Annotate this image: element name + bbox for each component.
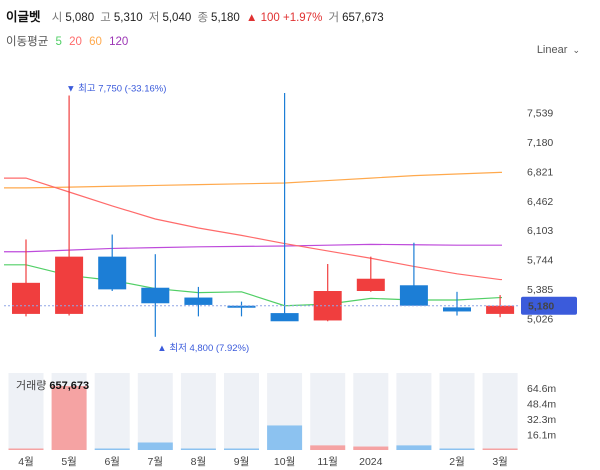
- stock-name: 이글벳: [6, 10, 41, 24]
- moving-average-legend: 이동평균 5 20 60 120: [6, 33, 132, 49]
- volume-bar[interactable]: [482, 448, 518, 451]
- x-tick-label: 2월: [449, 456, 465, 468]
- volume-bar[interactable]: [51, 385, 87, 450]
- volume-bar[interactable]: [439, 448, 475, 451]
- volume-bar[interactable]: [267, 425, 303, 450]
- volume-column-bg: [137, 373, 173, 450]
- high-label: 고: [100, 12, 111, 24]
- volume-tick-label: 16.1m: [527, 430, 556, 442]
- open-label: 시: [51, 12, 63, 24]
- ma120-line: [4, 243, 502, 253]
- candle-body[interactable]: [141, 287, 170, 304]
- ma5-legend[interactable]: 5: [55, 36, 62, 48]
- ma20-legend[interactable]: 20: [69, 36, 82, 48]
- ma-legend-label: 이동평균: [6, 36, 49, 48]
- candle-body[interactable]: [55, 256, 84, 314]
- volume-tick-label: 48.4m: [527, 398, 556, 410]
- scale-label: Linear: [536, 44, 568, 56]
- x-tick-label: 8월: [191, 456, 207, 468]
- x-tick-label: 11월: [317, 456, 338, 468]
- x-tick-label: 6월: [104, 456, 120, 468]
- y-tick-label: 5,744: [527, 255, 553, 267]
- last-price-label: 5,180: [528, 301, 554, 313]
- change-value: ▲ 100 +1.97%: [246, 12, 323, 24]
- ma20-line: [4, 177, 502, 281]
- volume-tick-label: 32.3m: [527, 414, 556, 426]
- volume-column-bg: [310, 373, 346, 450]
- volume-bar[interactable]: [353, 446, 389, 450]
- volume-column-bg: [396, 373, 432, 450]
- y-tick-label: 7,180: [527, 137, 553, 149]
- candle-body[interactable]: [399, 285, 428, 306]
- volume-panel-value: 657,673: [49, 380, 90, 392]
- low-label: 저: [148, 12, 160, 24]
- chevron-down-icon: ⌄: [572, 45, 580, 55]
- x-tick-label: 3월: [492, 456, 508, 468]
- candle-body[interactable]: [12, 282, 40, 314]
- ma60-legend[interactable]: 60: [89, 36, 102, 48]
- candle-body[interactable]: [270, 313, 299, 322]
- volume-panel-title: 거래량: [16, 380, 47, 392]
- x-tick-label: 4월: [18, 456, 34, 468]
- stock-header: 이글벳 시 5,080 고 5,310 저 5,040 종 5,180 ▲ 100 +1…: [6, 6, 387, 26]
- volume-column-bg: [439, 373, 475, 450]
- volume-bar[interactable]: [8, 448, 44, 451]
- volume-bar[interactable]: [180, 448, 216, 451]
- volume-label: 거: [328, 12, 340, 24]
- y-tick-label: 5,385: [527, 284, 553, 296]
- x-tick-label: 9월: [234, 456, 250, 468]
- volume-bar[interactable]: [396, 445, 432, 450]
- close-label: 종: [197, 12, 209, 24]
- open-value: 5,080: [65, 12, 95, 24]
- volume-bar[interactable]: [94, 448, 130, 451]
- y-tick-label: 5,026: [527, 313, 553, 325]
- min-price-note: ▲ 최저 4,800 (7.92%): [157, 343, 249, 354]
- volume-tick-label: 64.6m: [527, 383, 556, 395]
- volume-bar[interactable]: [224, 448, 259, 451]
- volume-column-bg: [94, 373, 130, 450]
- volume-column-bg: [353, 373, 389, 450]
- max-price-note: ▼ 최고 7,750 (-33.16%): [66, 83, 166, 94]
- candle-body[interactable]: [184, 297, 213, 305]
- volume-column-bg: [8, 373, 44, 450]
- close-value: 5,180: [211, 12, 240, 24]
- ma60-line: [4, 171, 502, 189]
- candle-body[interactable]: [227, 305, 256, 308]
- x-tick-label: 5월: [61, 456, 77, 468]
- candle-body[interactable]: [486, 305, 515, 314]
- x-tick-label: 10월: [274, 456, 295, 468]
- volume-column-bg: [180, 373, 216, 450]
- y-tick-label: 7,539: [527, 108, 553, 120]
- y-tick-label: 6,821: [527, 166, 553, 178]
- x-tick-label: 7월: [148, 456, 164, 468]
- volume-bar[interactable]: [137, 442, 173, 450]
- high-value: 5,310: [113, 12, 143, 24]
- volume-value: 657,673: [342, 12, 384, 24]
- y-tick-label: 6,103: [527, 225, 553, 237]
- low-value: 5,040: [162, 12, 192, 24]
- y-tick-label: 6,462: [527, 196, 553, 208]
- scale-toggle-button[interactable]: Linear ⌄: [537, 44, 580, 56]
- candle-body[interactable]: [98, 256, 127, 290]
- volume-panel-label: 거래량 657,673: [16, 377, 89, 393]
- x-tick-label: 2024: [359, 456, 383, 468]
- volume-column-bg: [482, 373, 518, 450]
- volume-column-bg: [224, 373, 259, 450]
- candle-body[interactable]: [443, 307, 471, 312]
- candle-body[interactable]: [356, 278, 385, 291]
- last-price-tag: [521, 296, 577, 315]
- ma120-legend[interactable]: 120: [109, 36, 129, 48]
- volume-bar[interactable]: [310, 445, 346, 450]
